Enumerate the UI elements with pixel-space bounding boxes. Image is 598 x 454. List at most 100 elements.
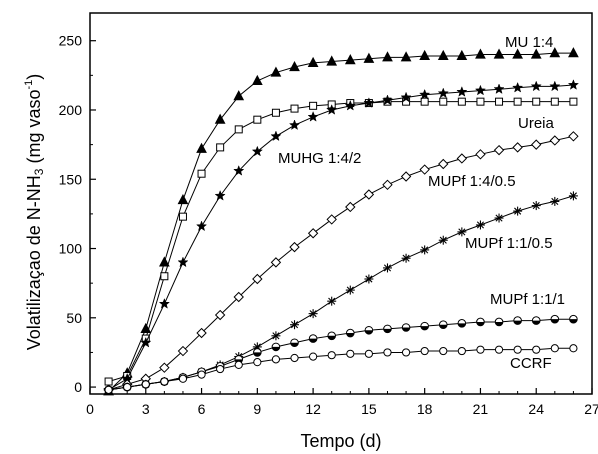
data-point-stroke [439, 236, 447, 244]
data-point [513, 345, 522, 354]
data-point [234, 360, 243, 370]
data-point [345, 201, 356, 213]
series-label: Ureia [518, 115, 555, 132]
y-axis-title-close: ) [24, 74, 44, 80]
data-point [475, 220, 485, 230]
data-point [550, 97, 559, 106]
data-point [476, 97, 485, 106]
data-point-fill [513, 320, 522, 325]
y-tick-label: 0 [74, 379, 82, 395]
data-point [550, 196, 560, 206]
data-point [530, 48, 542, 59]
data-point-stroke [551, 197, 559, 205]
data-point-fill [309, 338, 317, 343]
data-point [363, 52, 375, 63]
data-point [177, 256, 189, 268]
data-point [251, 145, 263, 157]
data-point [383, 348, 392, 357]
data-point [178, 212, 187, 221]
data-point-stroke [569, 192, 577, 200]
data-point [233, 165, 245, 176]
data-point [569, 344, 578, 353]
data-point [512, 48, 523, 59]
data-point [216, 143, 225, 152]
data-point [567, 79, 580, 90]
data-point [438, 158, 449, 170]
data-point [512, 142, 523, 153]
series-muhg-1-4-2 [102, 79, 580, 395]
data-point-stroke [328, 297, 336, 305]
x-tick-label: 15 [361, 401, 377, 417]
data-point [549, 80, 561, 92]
data-point [159, 362, 170, 373]
data-point [344, 99, 356, 111]
data-point [270, 130, 282, 142]
x-tick-label: 12 [305, 401, 321, 417]
y-axis-title-main: Volatilizaçao de N-NH [24, 175, 44, 350]
data-point [290, 320, 300, 330]
data-point [456, 49, 468, 61]
data-point [233, 291, 244, 303]
data-point-fill [458, 323, 466, 328]
y-axis-title: Volatilizaçao de N-NH3 (mg vaso-1) [23, 74, 46, 351]
data-point [439, 346, 448, 356]
data-point [197, 370, 206, 379]
data-point [307, 56, 319, 67]
data-point [271, 108, 280, 117]
data-point [382, 179, 393, 191]
data-point [327, 351, 336, 360]
x-tick-label: 6 [198, 401, 206, 417]
data-point-stroke [421, 246, 429, 254]
data-point [160, 377, 169, 386]
data-point [457, 346, 466, 356]
data-point [363, 189, 375, 200]
data-point [177, 193, 189, 205]
data-point [252, 273, 263, 285]
data-point [549, 47, 561, 58]
data-point [251, 74, 263, 85]
series-line [108, 84, 574, 391]
data-point [419, 49, 431, 61]
data-point [289, 241, 300, 253]
data-point [531, 201, 541, 211]
data-point [420, 97, 429, 106]
data-point [532, 97, 541, 106]
data-point [400, 51, 412, 62]
data-point-fill [476, 321, 485, 326]
data-point-stroke [309, 310, 317, 318]
data-point [493, 144, 505, 156]
data-point [290, 353, 299, 363]
data-point [326, 55, 338, 66]
data-point [438, 235, 448, 245]
data-point [309, 101, 318, 110]
data-point-fill [569, 319, 578, 323]
data-point [494, 213, 504, 223]
data-point-fill [327, 335, 336, 340]
data-point [475, 48, 486, 59]
data-point-fill [532, 320, 541, 325]
data-point-fill [253, 352, 262, 357]
data-point [214, 189, 226, 201]
data-point [346, 349, 355, 358]
data-point [288, 119, 301, 131]
data-point [326, 214, 337, 225]
data-point-stroke [476, 221, 485, 229]
data-point [456, 153, 468, 164]
data-point [457, 227, 467, 237]
data-point-fill [402, 327, 410, 332]
data-point [141, 380, 150, 389]
data-point [104, 385, 113, 394]
data-point [178, 374, 188, 383]
data-point-stroke [290, 321, 299, 329]
data-point [308, 309, 318, 319]
data-point [475, 149, 486, 160]
data-point [381, 94, 394, 106]
data-point [419, 164, 430, 175]
data-point [253, 358, 262, 367]
data-point [214, 113, 226, 124]
data-point-stroke [402, 254, 410, 262]
data-point [253, 115, 262, 124]
data-point-stroke [272, 332, 280, 340]
data-point [493, 48, 505, 59]
